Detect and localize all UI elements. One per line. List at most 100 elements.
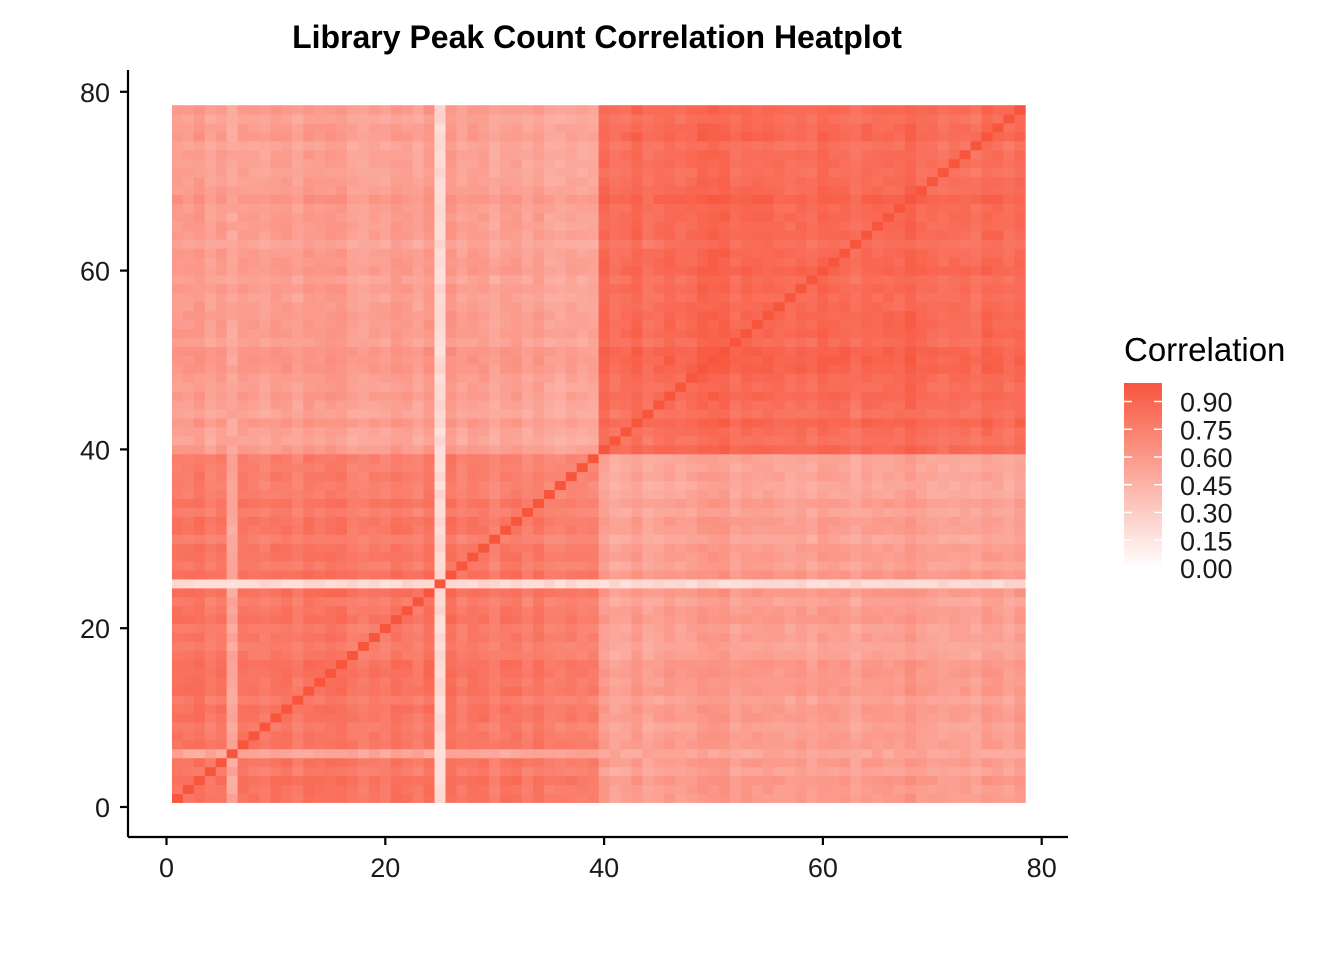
heatmap-cell: [631, 158, 643, 169]
heatmap-cell: [456, 248, 468, 258]
heatmap-cell: [543, 266, 556, 276]
heatmap-cell: [609, 587, 621, 598]
heatmap-cell: [314, 462, 326, 473]
heatmap-cell: [631, 114, 643, 124]
heatmap-cell: [325, 409, 337, 419]
heatmap-cell: [237, 677, 249, 687]
heatmap-cell: [532, 605, 545, 616]
heatmap-cell: [718, 391, 731, 401]
heatmap-cell: [598, 194, 610, 204]
heatmap-cell: [609, 686, 621, 696]
heatmap-cell: [817, 462, 829, 473]
heatmap-cell: [336, 748, 348, 759]
heatmap-cell: [806, 579, 818, 589]
heatmap-cell: [554, 587, 567, 598]
heatmap-cell: [708, 739, 720, 750]
heatmap-cell: [478, 775, 490, 786]
heatmap-cell: [751, 248, 764, 258]
heatmap-cell: [357, 570, 370, 580]
heatmap-cell: [718, 310, 731, 321]
heatmap-cell: [325, 713, 337, 723]
heatmap-cell: [729, 158, 742, 169]
heatmap-cell: [773, 462, 786, 473]
heatmap-cell: [379, 659, 392, 669]
heatmap-cell: [445, 319, 457, 330]
heatmap-cell: [664, 489, 676, 499]
heatmap-cell: [478, 176, 490, 187]
heatmap-cell: [773, 623, 786, 634]
heatmap-cell: [500, 391, 512, 401]
heatmap-cell: [303, 364, 315, 374]
heatmap-cell: [664, 132, 676, 142]
heatmap-cell: [357, 185, 370, 196]
heatmap-cell: [182, 266, 195, 276]
heatmap-cell: [653, 570, 665, 580]
heatmap-cell: [598, 614, 610, 625]
heatmap-cell: [445, 427, 457, 437]
heatmap-cell: [609, 775, 621, 786]
heatmap-cell: [357, 453, 370, 464]
heatmap-cell: [357, 132, 370, 142]
heatmap-cell: [751, 614, 764, 625]
heatmap-cell: [248, 793, 260, 803]
heatmap-cell: [609, 292, 621, 303]
heatmap-cell: [784, 623, 796, 634]
heatmap-cell: [861, 149, 873, 160]
heatmap-cell: [434, 552, 446, 562]
heatmap-cell: [686, 221, 698, 231]
heatmap-cell: [729, 275, 742, 285]
heatmap-cell: [303, 185, 315, 196]
heatmap-cell: [872, 757, 884, 768]
heatmap-cell: [653, 650, 665, 660]
heatmap-cell: [653, 105, 665, 115]
heatmap-cell: [336, 471, 348, 482]
heatmap-cell: [434, 453, 446, 464]
heatmap-cell: [259, 498, 271, 508]
heatmap-cell: [631, 337, 643, 347]
heatmap-cell: [500, 748, 512, 759]
heatmap-cell: [478, 543, 490, 553]
heatmap-cell: [828, 587, 840, 598]
heatmap-cell: [347, 561, 359, 571]
heatmap-cell: [762, 713, 775, 723]
heatmap-cell: [598, 489, 610, 499]
heatmap-cell: [609, 382, 621, 392]
heatmap-cell: [675, 275, 687, 285]
heatmap-cell: [314, 123, 326, 133]
heatmap-cell: [478, 132, 490, 142]
heatmap-cell: [609, 301, 621, 312]
heatmap-cell: [532, 543, 545, 553]
heatmap-cell: [434, 292, 446, 303]
heatmap-cell: [675, 310, 687, 321]
heatmap-cell: [500, 713, 512, 723]
heatmap-cell: [248, 489, 260, 499]
heatmap-cell: [511, 239, 523, 249]
heatmap-cell: [423, 176, 435, 187]
heatmap-cell: [784, 301, 796, 312]
heatmap-cell: [390, 105, 403, 115]
heatmap-cell: [543, 194, 556, 204]
heatmap-cell: [193, 444, 206, 455]
heatmap-cell: [303, 239, 315, 249]
heatmap-cell: [784, 650, 796, 660]
heatmap-cell: [478, 310, 490, 321]
heatmap-cell: [171, 427, 184, 437]
heatmap-cell: [664, 275, 676, 285]
heatmap-cell: [708, 382, 720, 392]
heatmap-cell: [631, 266, 643, 276]
heatmap-cell: [697, 731, 709, 741]
heatmap-cell: [751, 659, 764, 669]
heatmap-cell: [773, 266, 786, 276]
heatmap-cell: [303, 176, 315, 187]
heatmap-cell: [795, 668, 807, 678]
heatmap-cell: [554, 185, 567, 196]
heatmap-cell: [281, 355, 293, 365]
heatmap-cell: [478, 149, 490, 160]
heatmap-cell: [839, 632, 851, 643]
heatmap-cell: [357, 552, 370, 562]
heatmap-cell: [292, 185, 304, 196]
heatmap-cell: [357, 444, 370, 455]
heatmap-cell: [467, 284, 479, 294]
heatmap-cell: [357, 301, 370, 312]
heatmap-cell: [489, 722, 501, 732]
